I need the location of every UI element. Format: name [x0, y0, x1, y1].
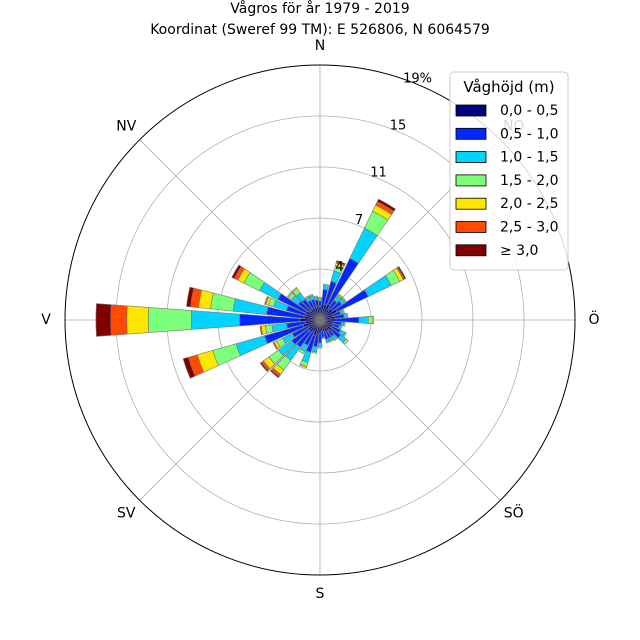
legend-box: [449, 71, 569, 271]
bar-sector-270-bin-5: [110, 304, 128, 336]
chart-title: Vågros för år 1979 - 2019: [230, 0, 409, 17]
bar-sector-200-bin-4: [299, 363, 308, 369]
bar-sector-70-bin-3: [341, 309, 345, 314]
bar-sector-90-bin-3: [367, 315, 373, 325]
bar-sector-180-bin-2: [317, 342, 323, 348]
bar-sector-0-bin-4: [318, 296, 322, 299]
chart-subtitle: Koordinat (Sweref 99 TM): E 526806, N 60…: [150, 22, 490, 38]
bar-sector-90-bin-4: [371, 315, 374, 325]
legend-label-3: 1,5 - 2,0: [500, 173, 558, 189]
radial-tick-1: 7: [355, 213, 363, 228]
polar-outline: [64, 64, 576, 576]
bar-sector-190-bin-3: [311, 350, 318, 354]
direction-label-n: N: [315, 38, 325, 54]
bar-sector-280-bin-6: [186, 286, 195, 308]
bar-sector-270-bin-4: [126, 305, 149, 335]
legend-swatch-4: [455, 197, 487, 210]
bar-sector-10-bin-3: [323, 283, 330, 287]
radial-tick-4: 19%: [403, 71, 432, 86]
legend-swatch-2: [455, 151, 487, 164]
radial-tick-0: 4: [335, 260, 343, 275]
bar-sector-30-bin-6: [376, 198, 396, 212]
bar-sector-300-bin-6: [231, 264, 242, 279]
bar-sector-330-bin-3: [304, 295, 310, 300]
bar-sector-320-bin-4: [291, 286, 298, 293]
legend-label-5: 2,5 - 3,0: [500, 220, 558, 236]
direction-label-sö: SÖ: [504, 504, 524, 522]
legend: Våghöjd (m) 0,0 - 0,5 0,5 - 1,0 1,0 - 1,5 1…: [449, 71, 569, 271]
rose-bars: [95, 198, 407, 379]
radial-tick-2: 11: [370, 166, 387, 181]
bar-sector-110-bin-2: [337, 325, 343, 330]
bar-sector-30-bin-2: [349, 227, 378, 264]
bar-sector-180-bin-3: [317, 346, 323, 349]
bar-sector-210-bin-3: [298, 348, 306, 355]
bar-sector-180-bin-1: [318, 333, 322, 344]
bar-sector-250-bin-6: [182, 356, 196, 379]
legend-label-1: 0,5 - 1,0: [500, 126, 558, 142]
bar-sector-280-bin-3: [210, 292, 236, 312]
bar-sector-20-bin-6: [336, 260, 346, 266]
bar-sector-220-bin-6: [269, 369, 280, 379]
bar-sector-130-bin-3: [342, 338, 349, 345]
legend-title: Våghöjd (m): [463, 78, 554, 96]
bar-sector-240-bin-5: [272, 341, 279, 350]
bar-sector-270-bin-6: [95, 303, 112, 337]
bar-sector-40-bin-4: [337, 293, 343, 299]
direction-label-nv: NV: [116, 118, 136, 134]
radial-tick-labels: 4 7 11 15 19%: [335, 71, 432, 274]
bar-sector-260-bin-5: [259, 325, 264, 336]
legend-swatch-5: [455, 221, 487, 233]
grid-spoke-5: [139, 319, 321, 501]
direction-label-v: V: [41, 312, 51, 328]
grid-spoke-7: [139, 139, 321, 321]
bar-sector-280-bin-2: [232, 298, 269, 315]
legend-label-4: 2,0 - 2,5: [500, 196, 558, 212]
bar-sector-50-bin-3: [341, 297, 347, 303]
bar-sector-250-bin-2: [235, 335, 268, 357]
bar-sector-270-bin-3: [147, 307, 192, 333]
bar-sector-290-bin-5: [264, 295, 269, 306]
bar-sector-120-bin-3: [342, 331, 347, 338]
bar-sector-140-bin-3: [333, 336, 339, 342]
bar-sector-340-bin-3: [308, 293, 314, 298]
legend-label-6: ≥ 3,0: [500, 243, 538, 259]
legend-swatch-1: [455, 127, 487, 140]
bar-sector-90-bin-2: [358, 316, 369, 324]
bar-sector-170-bin-2: [321, 336, 325, 340]
legend-label-0: 0,0 - 0,5: [500, 103, 558, 119]
bar-sector-100-bin-3: [343, 322, 346, 327]
bar-sector-310-bin-4: [286, 291, 293, 298]
direction-label-sv: SV: [117, 506, 136, 522]
radial-tick-3: 15: [390, 119, 407, 134]
bar-sector-230-bin-6: [259, 361, 269, 372]
bar-sector-0-bin-1: [318, 300, 322, 307]
legend-swatch-3: [455, 174, 487, 187]
legend-label-2: 1,0 - 1,5: [500, 150, 558, 166]
bar-sector-150-bin-3: [329, 338, 334, 343]
legend-swatch-6: [455, 244, 487, 257]
bar-sector-80-bin-3: [345, 312, 349, 318]
direction-label-ö: Ö: [588, 310, 599, 328]
legend-swatch-0: [455, 104, 487, 117]
direction-label-s: S: [316, 586, 325, 602]
bar-sector-270-bin-2: [190, 310, 241, 330]
bar-sector-160-bin-3: [325, 340, 331, 344]
bar-sector-60-bin-6: [397, 266, 407, 280]
grid-spoke-3: [319, 319, 501, 501]
bar-sector-350-bin-3: [313, 295, 319, 299]
